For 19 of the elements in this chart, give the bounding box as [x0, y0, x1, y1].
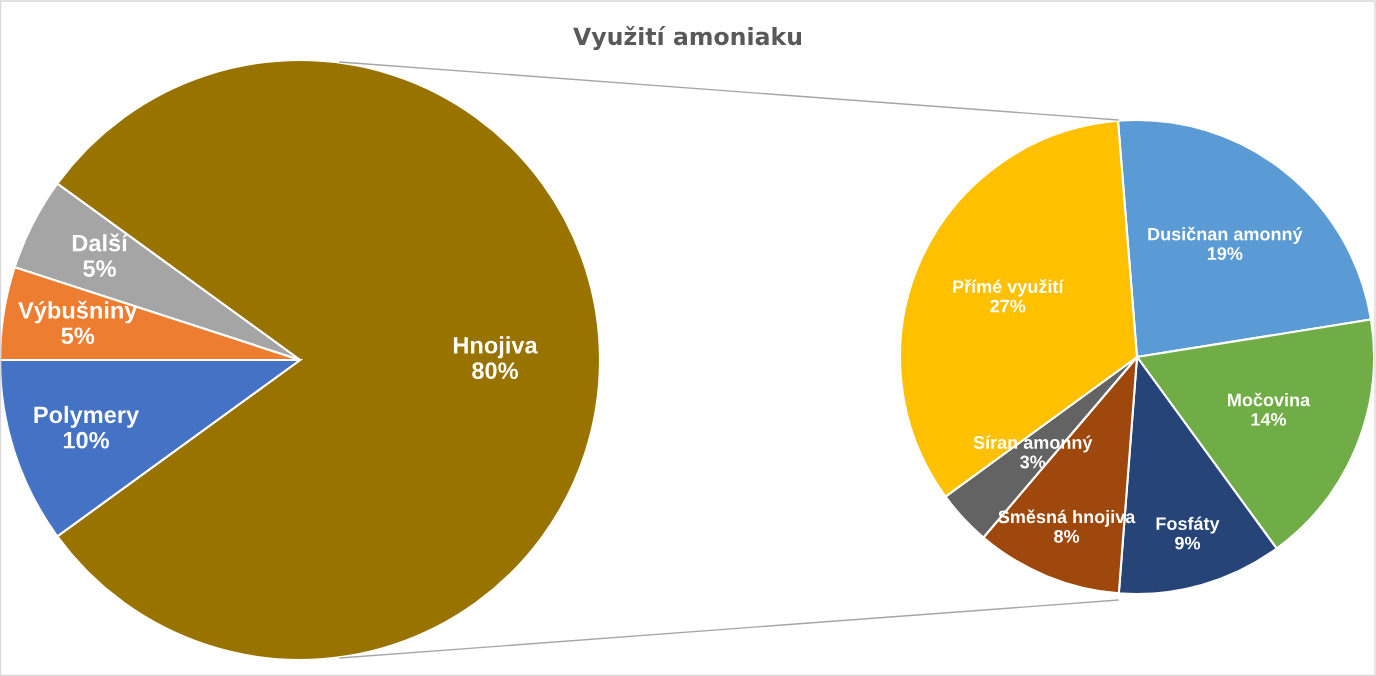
slice-label: Výbušniny — [18, 300, 138, 324]
slice-label: Fosfáty — [1156, 516, 1220, 534]
data-label: 5% — [61, 327, 95, 345]
data-label: 27% — [990, 299, 1026, 313]
slice-label: Hnojiva — [453, 336, 538, 359]
data-label: 8% — [1054, 529, 1080, 543]
slice-label: Další — [72, 233, 129, 252]
text: Využití amoniaku — [573, 26, 802, 50]
slice-label: Přímé využití — [953, 279, 1064, 297]
data-label: 19% — [1207, 247, 1243, 260]
slice-label: Dusičnan amonný — [1148, 226, 1303, 245]
slice-label: Polymery — [34, 405, 140, 428]
data-label: 80% — [472, 362, 519, 380]
slice-label: Močovina — [1228, 392, 1311, 407]
data-label: 14% — [1251, 413, 1287, 426]
data-label: 9% — [1175, 536, 1201, 550]
data-label: 5% — [83, 260, 116, 277]
data-label: 10% — [63, 431, 110, 449]
data-label: 3% — [1020, 455, 1046, 469]
